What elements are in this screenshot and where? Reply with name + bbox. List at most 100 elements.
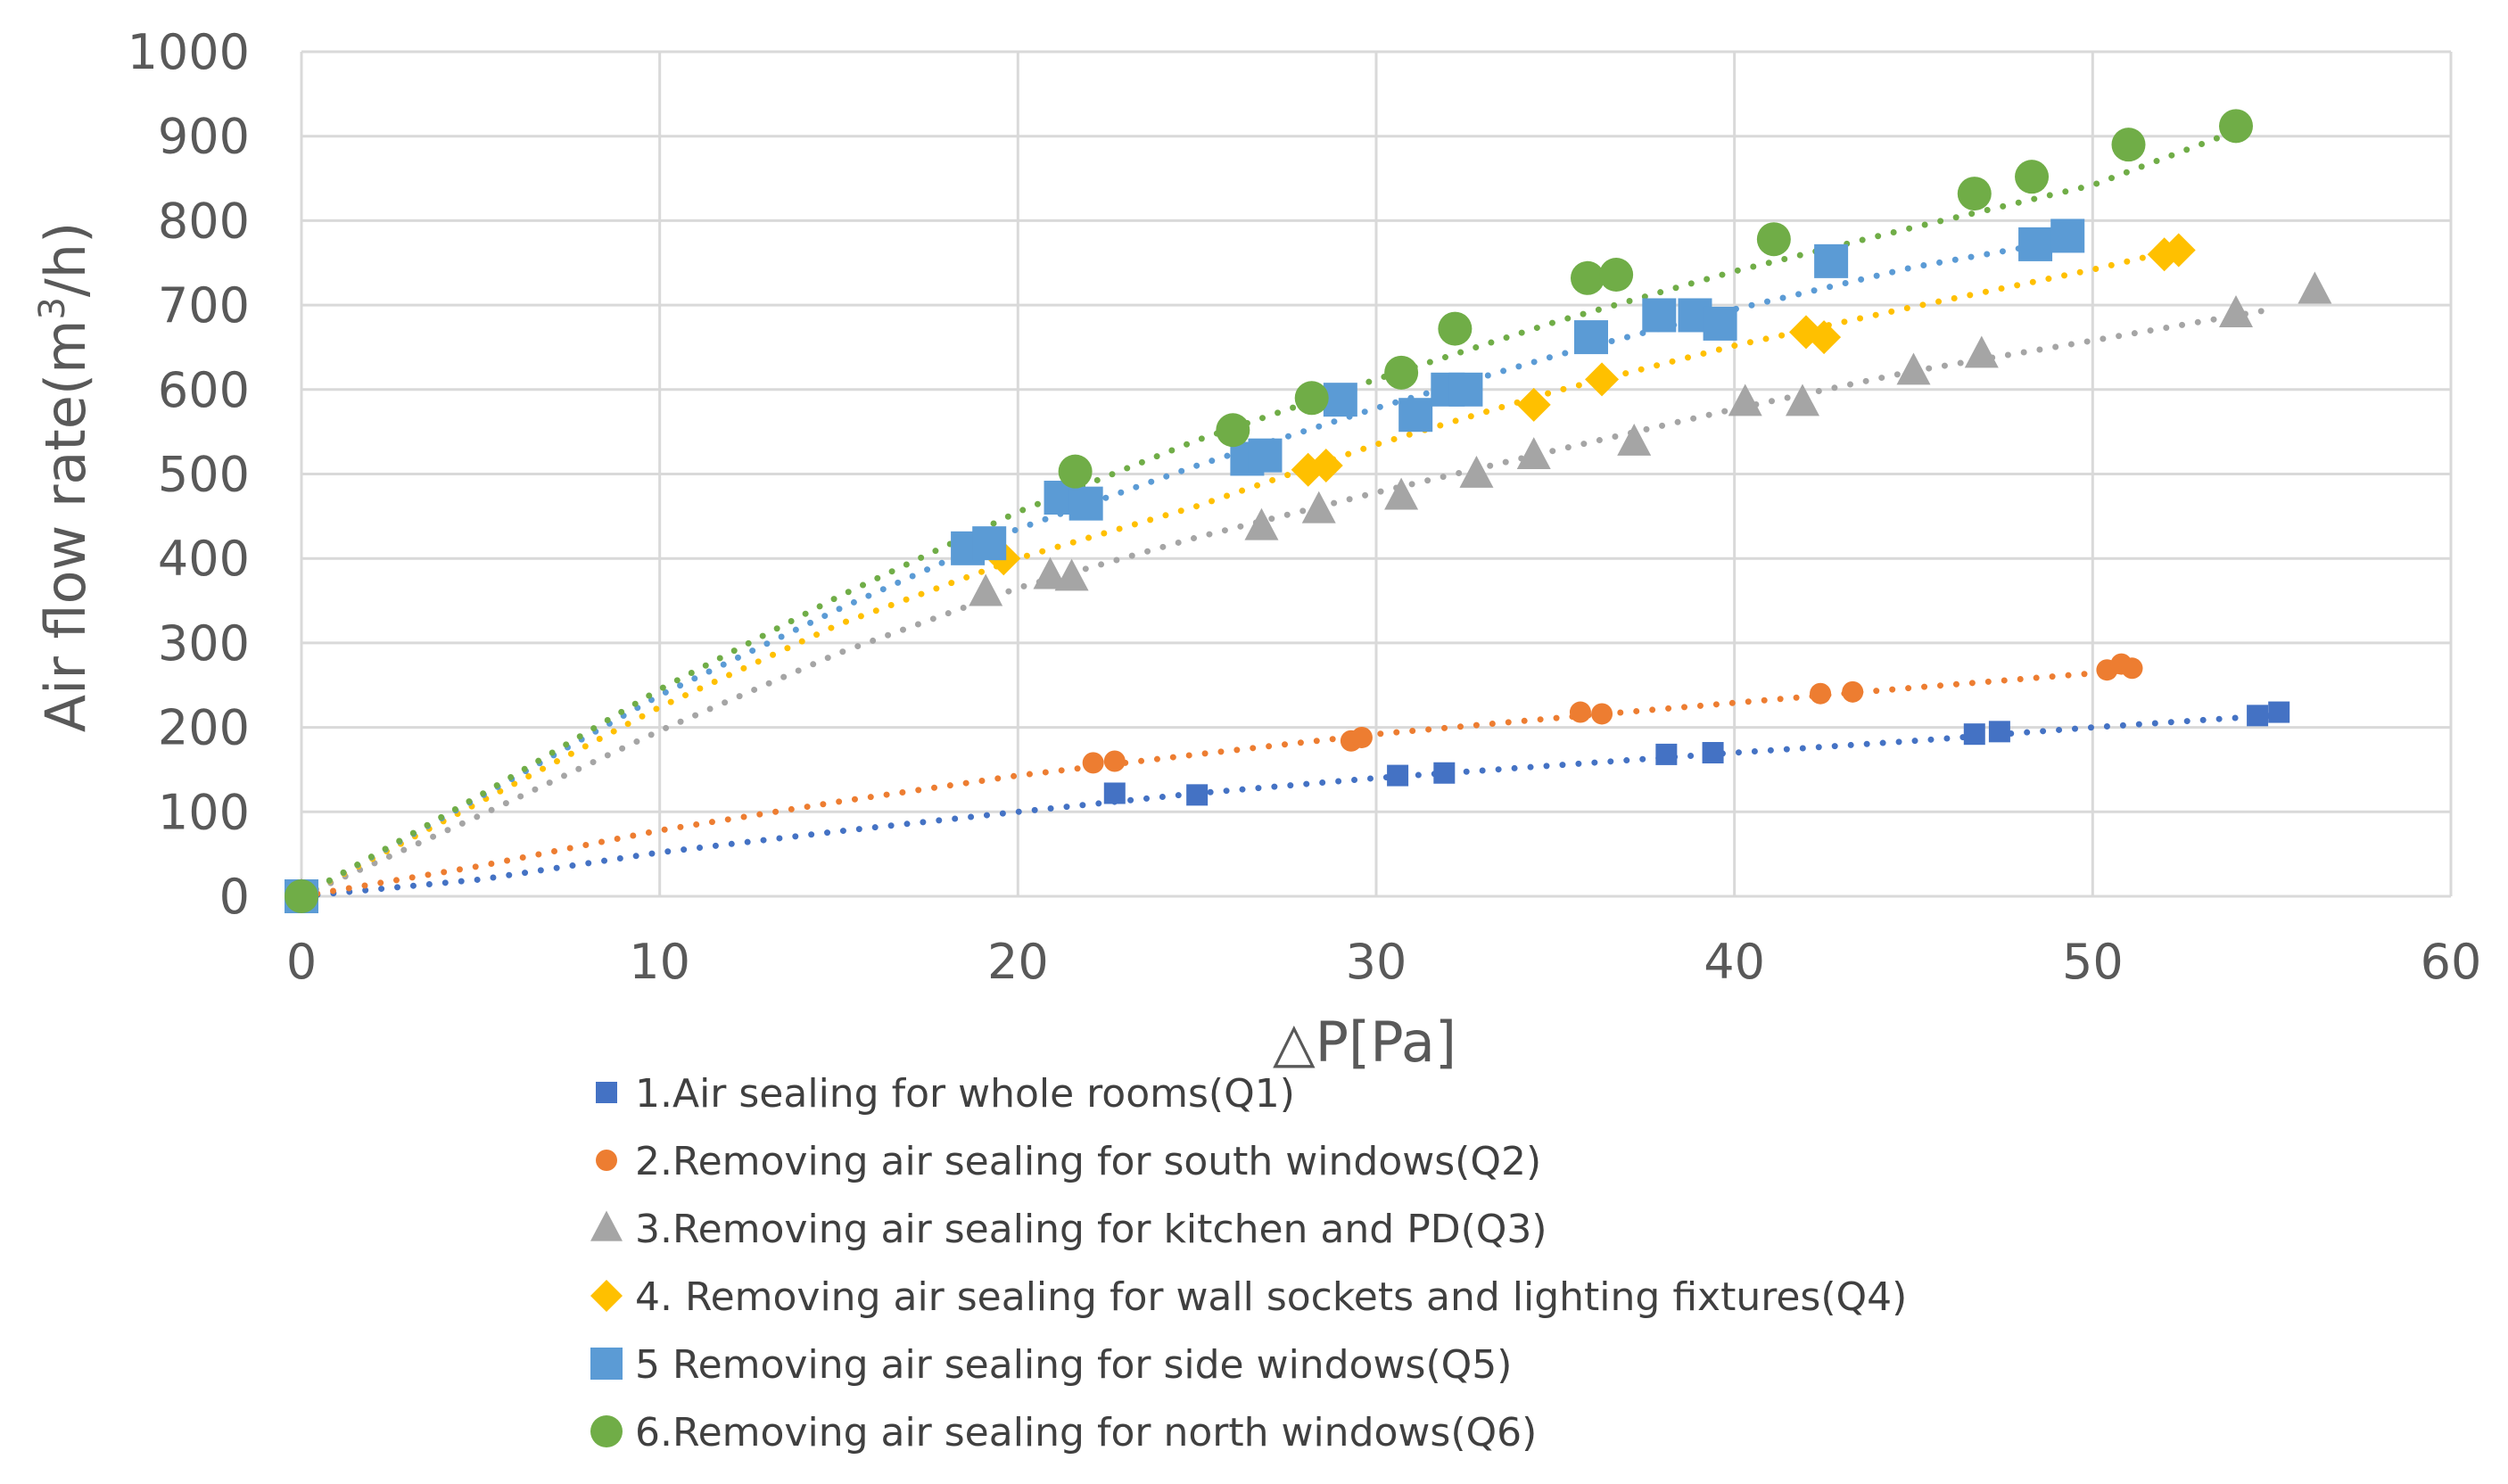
data-point-series-6 <box>1957 177 1992 211</box>
data-point-series-3 <box>1728 383 1762 416</box>
data-point-series-4 <box>1585 362 1620 397</box>
x-tick-label: 60 <box>2421 934 2482 990</box>
data-point-series-5 <box>2018 227 2053 261</box>
trendline-layer <box>298 128 2275 900</box>
data-point-series-5 <box>2050 218 2085 253</box>
data-point-series-6 <box>1570 260 1605 295</box>
data-point-series-2 <box>1103 750 1126 772</box>
data-point-series-6 <box>1216 413 1250 448</box>
data-point-series-1 <box>1655 743 1678 765</box>
data-point-series-2 <box>1082 752 1104 774</box>
data-point-series-6 <box>1438 311 1473 346</box>
y-tick-label: 700 <box>158 277 250 334</box>
legend-marker-series-1 <box>596 1082 617 1103</box>
legend-marker-series-3 <box>590 1210 623 1241</box>
y-tick-label: 900 <box>158 109 250 165</box>
y-tick-label: 300 <box>158 615 250 672</box>
data-point-series-5 <box>1574 320 1608 355</box>
y-tick-label: 1000 <box>128 24 250 80</box>
data-point-series-4 <box>1516 387 1551 422</box>
tick-label-layer: 0 100 200 300 400 500 600 700 800 900 1000 0 10 20 30 4… <box>128 24 2482 990</box>
x-tick-label: 50 <box>2062 934 2124 990</box>
data-point-series-2 <box>1569 701 1591 723</box>
data-point-series-3 <box>1617 423 1652 456</box>
x-axis-title: △P[Pa] <box>1273 1010 1456 1075</box>
data-point-series-5 <box>1323 383 1357 417</box>
data-point-series-3 <box>1301 491 1336 524</box>
data-point-series-3 <box>2219 295 2253 327</box>
data-point-series-5 <box>1642 298 1677 333</box>
y-axis-title-superscript: 3 <box>32 297 73 319</box>
data-point-series-1 <box>2268 701 2290 723</box>
x-tick-label: 0 <box>286 934 317 990</box>
legend: 1.Air sealing for whole rooms(Q1) 2.Remov… <box>590 1071 1907 1455</box>
x-tick-label: 30 <box>1346 934 1407 990</box>
data-point-series-1 <box>1988 721 2010 743</box>
data-point-series-3 <box>1033 556 1068 589</box>
data-point-series-3 <box>1459 455 1494 488</box>
y-axis-title-main: Air flow rate(m <box>33 320 98 733</box>
data-point-series-6 <box>2219 109 2253 144</box>
y-tick-label: 500 <box>158 447 250 503</box>
data-point-series-6 <box>1294 381 1329 416</box>
data-point-series-4 <box>1308 449 1343 483</box>
data-point-series-1 <box>2247 705 2269 727</box>
legend-label-series-4: 4. Removing air sealing for wall sockets… <box>635 1274 1907 1320</box>
data-point-series-6 <box>1599 258 1634 293</box>
data-point-series-6 <box>2015 160 2050 194</box>
legend-marker-series-4 <box>590 1280 623 1312</box>
data-point-series-4 <box>1807 320 1842 355</box>
data-point-series-1 <box>1387 764 1409 787</box>
grid-layer <box>300 50 2453 898</box>
legend-label-series-5: 5 Removing air sealing for side windows(… <box>635 1342 1512 1388</box>
data-point-series-6 <box>1058 454 1093 489</box>
y-tick-label: 400 <box>158 531 250 587</box>
data-point-series-3 <box>1244 507 1279 540</box>
marker-layer <box>285 109 2332 913</box>
trendline-series-4 <box>298 249 2168 900</box>
x-tick-label: 40 <box>1704 934 1765 990</box>
data-point-series-1 <box>1433 762 1456 784</box>
x-tick-label: 20 <box>987 934 1049 990</box>
legend-label-series-2: 2.Removing air sealing for south windows… <box>635 1139 1541 1184</box>
y-tick-label: 800 <box>158 193 250 249</box>
y-tick-label: 100 <box>158 784 250 840</box>
data-point-series-1 <box>1702 742 1724 764</box>
trendline-series-5 <box>298 238 2060 900</box>
legend-label-series-1: 1.Air sealing for whole rooms(Q1) <box>635 1071 1295 1117</box>
data-point-series-5 <box>1814 243 1849 278</box>
data-point-series-2 <box>1810 682 1832 705</box>
data-point-series-3 <box>1964 335 1999 368</box>
trendline-series-6 <box>298 128 2240 900</box>
y-axis-title-end: /h) <box>33 222 98 297</box>
legend-marker-series-5 <box>590 1348 623 1380</box>
data-point-series-6 <box>2111 128 2146 162</box>
data-point-series-5 <box>1703 306 1737 341</box>
y-tick-label: 200 <box>158 700 250 756</box>
data-point-series-3 <box>1054 558 1089 591</box>
data-point-series-5 <box>1068 486 1103 521</box>
legend-label-series-6: 6.Removing air sealing for north windows… <box>635 1410 1537 1455</box>
data-point-series-6 <box>1384 355 1419 390</box>
data-point-series-3 <box>969 573 1003 606</box>
data-point-series-6 <box>1756 222 1791 257</box>
data-point-series-3 <box>1516 437 1551 470</box>
legend-marker-series-6 <box>590 1415 623 1447</box>
y-axis-title: Air flow rate(m3/h) <box>32 222 98 733</box>
trendline-series-2 <box>298 666 2132 900</box>
data-point-series-3 <box>1785 383 1819 416</box>
data-point-series-3 <box>2298 271 2332 304</box>
y-tick-label: 0 <box>219 869 250 925</box>
data-point-series-5 <box>1398 398 1433 433</box>
y-tick-label: 600 <box>158 362 250 418</box>
data-point-series-4 <box>2161 233 2196 268</box>
data-point-series-2 <box>2121 657 2143 680</box>
data-point-series-3 <box>1384 477 1419 510</box>
data-point-series-5 <box>972 526 1007 561</box>
trendline-series-3 <box>298 306 2275 900</box>
data-point-series-2 <box>1350 726 1373 748</box>
data-point-series-2 <box>1842 680 1864 703</box>
data-point-series-6 <box>285 879 318 913</box>
